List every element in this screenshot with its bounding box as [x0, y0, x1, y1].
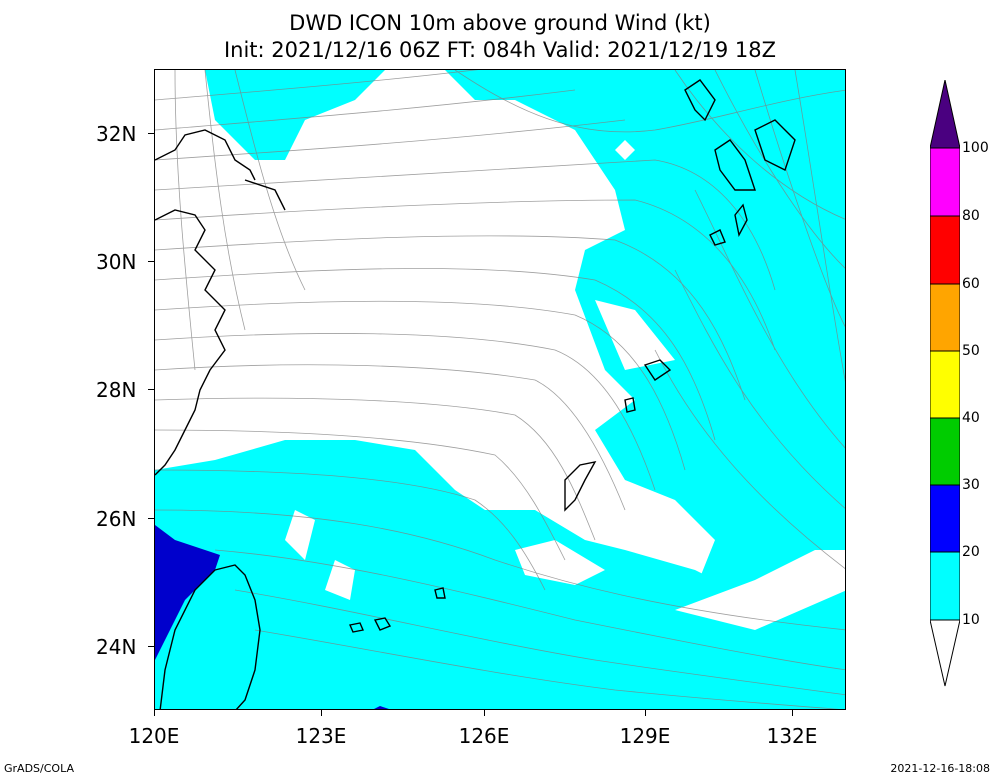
wind-shading-20-30 — [155, 525, 220, 660]
gap-6 — [615, 140, 635, 160]
colorbar-10-20 — [929, 551, 961, 621]
island-ishigaki — [349, 622, 364, 633]
coastlines — [155, 79, 796, 709]
colorbar-20-30 — [929, 484, 961, 553]
coast-kyushu-south — [754, 119, 796, 171]
chart-title-line2: Init: 2021/12/16 06Z FT: 084h Valid: 202… — [223, 38, 777, 62]
colorbar-40-50 — [929, 350, 961, 419]
island-amami — [643, 359, 672, 381]
lat-tick — [148, 261, 154, 262]
coast-kyushu-nw — [684, 79, 716, 122]
lon-label-120e: 120E — [128, 724, 180, 748]
island-tanegashima — [709, 229, 726, 246]
coast-zhejiang-fujian — [155, 209, 226, 476]
colorbar-svg — [929, 79, 961, 687]
colorbar-label-30: 30 — [962, 477, 980, 493]
coast-taiwan-west — [159, 569, 216, 709]
lat-tick — [148, 518, 154, 519]
colorbar-label-10: 10 — [962, 612, 980, 628]
gap-2 — [325, 560, 355, 600]
colorbar-label-40: 40 — [962, 410, 980, 426]
lon-label-126e: 126E — [458, 724, 510, 748]
lon-label-132e: 132E — [766, 724, 818, 748]
island-yakushima — [734, 203, 748, 238]
lat-label-24n: 24N — [96, 635, 137, 659]
colorbar-label-20: 20 — [962, 544, 980, 560]
footer-timestamp: 2021-12-16-18:08 — [890, 762, 990, 775]
island-senkaku — [434, 587, 446, 599]
footer-software: GrADS/COLA — [4, 762, 74, 775]
lon-tick — [792, 710, 793, 716]
island-tokunoshima — [624, 397, 636, 413]
colorbar-label-100: 100 — [962, 140, 989, 156]
wind-shading-gaps — [285, 140, 845, 630]
coast-taiwan-east — [214, 564, 261, 709]
colorbar-bottom-triangle — [929, 619, 961, 687]
colorbar — [929, 79, 961, 694]
wind-map-svg — [155, 70, 845, 709]
streamlines — [155, 70, 845, 709]
lat-label-30n: 30N — [96, 250, 137, 274]
colorbar-80-100 — [929, 147, 961, 217]
gap-1 — [285, 510, 315, 560]
wind-shading-20-30-south — [374, 706, 389, 709]
lon-tick — [321, 710, 322, 716]
lat-tick — [148, 646, 154, 647]
gap-5 — [595, 300, 675, 370]
colorbar-top-triangle — [929, 79, 961, 149]
island-okinawa — [564, 461, 597, 512]
gap-4 — [675, 550, 845, 630]
coast-hangzhou-bay — [244, 179, 286, 211]
lat-label-28n: 28N — [96, 378, 137, 402]
colorbar-30-40 — [929, 417, 961, 486]
lat-tick — [148, 389, 154, 390]
lat-label-32n: 32N — [96, 122, 137, 146]
island-miyako — [373, 617, 392, 631]
lon-label-123e: 123E — [295, 724, 347, 748]
colorbar-label-60: 60 — [962, 276, 980, 292]
lon-tick — [645, 710, 646, 716]
shade-south — [155, 440, 845, 709]
wind-map — [154, 69, 846, 710]
coast-shanghai — [155, 129, 256, 181]
lat-label-26n: 26N — [96, 507, 137, 531]
shade-northwest — [205, 70, 385, 160]
chart-title-line1: DWD ICON 10m above ground Wind (kt) — [289, 11, 711, 35]
lat-tick — [148, 133, 154, 134]
lon-tick — [484, 710, 485, 716]
colorbar-label-80: 80 — [962, 208, 980, 224]
colorbar-50-60 — [929, 283, 961, 352]
colorbar-60-80 — [929, 215, 961, 285]
colorbar-label-50: 50 — [962, 343, 980, 359]
lon-label-129e: 129E — [619, 724, 671, 748]
lon-tick — [154, 710, 155, 716]
coast-kyushu — [714, 139, 756, 191]
